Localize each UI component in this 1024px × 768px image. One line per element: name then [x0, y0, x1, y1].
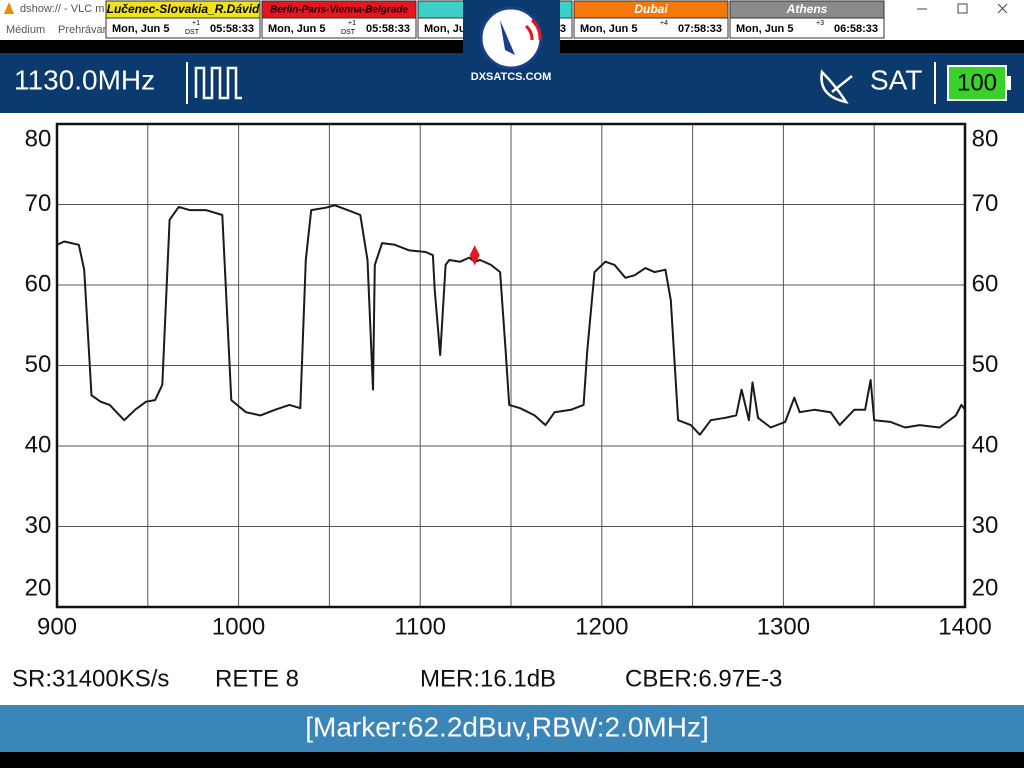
clock-time: 05:58:33	[210, 23, 254, 35]
vlc-icon	[4, 2, 14, 14]
pulse-icon	[194, 66, 242, 100]
clock-dst: DST	[341, 29, 356, 36]
battery-level: 100	[957, 69, 997, 96]
y2-tick-label: 40	[972, 431, 999, 458]
x-tick-label: 900	[37, 613, 77, 640]
y-tick-label: 30	[25, 512, 52, 539]
clock-time: 05:58:33	[366, 23, 410, 35]
logo: DXSATCS.COM	[463, 0, 560, 86]
clock-body	[573, 17, 729, 39]
clock-city: Athens	[786, 2, 828, 16]
menu-item[interactable]: Prehrávar	[58, 24, 107, 36]
spectrum-line	[56, 204, 966, 436]
clock-date: Mon, Jun 5	[580, 23, 637, 35]
y-tick-label: 60	[25, 270, 52, 297]
y-tick-label: 40	[25, 431, 52, 458]
footer-bar	[0, 705, 1024, 752]
plot-frame	[55, 122, 967, 609]
clock-body	[261, 17, 417, 39]
logo-waves	[524, 18, 542, 41]
x-tick-label: 1100	[394, 613, 446, 640]
y2-tick-label: 50	[972, 351, 999, 378]
clock-city: Berlin-Paris-Vienna-Belgrade	[270, 5, 408, 16]
clock-dst: DST	[185, 29, 200, 36]
chart-area	[0, 113, 1024, 705]
mode: SAT	[870, 64, 922, 95]
clock-time: 07:58:33	[678, 23, 722, 35]
battery-tip	[1006, 76, 1011, 90]
clock-offset: +1	[192, 20, 200, 27]
status-item: MER:16.1dB	[420, 665, 556, 692]
close-button[interactable]	[997, 3, 1008, 14]
y2-tick-label: 30	[972, 512, 999, 539]
clock-body	[105, 17, 261, 39]
x-tick-label: 1000	[212, 613, 265, 640]
y2-tick-label: 80	[972, 125, 999, 152]
y2-tick-label: 20	[972, 574, 999, 601]
x-tick-label: 1300	[757, 613, 810, 640]
marker-readout: [Marker:62.2dBuv,RBW:2.0MHz]	[305, 711, 709, 742]
y-tick-label: 20	[25, 574, 52, 601]
y-tick-label: 70	[25, 190, 52, 217]
status-item: CBER:6.97E-3	[625, 665, 782, 692]
x-tick-label: 1400	[938, 613, 991, 640]
clock-date: Mon, Jun 5	[736, 23, 793, 35]
clock-city: Lučenec-Slovakia_R.Dávid	[107, 2, 260, 16]
clock-offset: +4	[660, 20, 668, 27]
y2-tick-label: 70	[972, 190, 999, 217]
logo-dish	[500, 20, 515, 55]
marker	[469, 245, 480, 266]
clock-date: Mon, Jun 5	[112, 23, 169, 35]
y2-tick-label: 60	[972, 270, 999, 297]
maximize-button[interactable]	[957, 3, 968, 14]
x-tick-label: 1200	[575, 613, 628, 640]
logo-text: DXSATCS.COM	[471, 71, 551, 83]
dish-icon	[820, 69, 853, 104]
clock-time: 06:58:33	[834, 23, 878, 35]
clock-body	[729, 17, 885, 39]
battery	[947, 65, 1007, 101]
clock-offset: +3	[816, 20, 824, 27]
y-tick-label: 50	[25, 351, 52, 378]
status-item: SR:31400KS/s	[12, 665, 169, 692]
clock-city: Dubai	[634, 2, 668, 16]
clock-offset: +1	[348, 20, 356, 27]
y-tick-label: 80	[25, 125, 52, 152]
menu-item[interactable]: Médium	[6, 24, 45, 36]
black-bar	[0, 752, 1024, 768]
window-title: dshow:// - VLC m	[20, 3, 104, 15]
frequency: 1130.0MHz	[14, 64, 155, 95]
clock-date: Mon, Jun 5	[268, 23, 325, 35]
status-item: RETE 8	[215, 665, 299, 692]
